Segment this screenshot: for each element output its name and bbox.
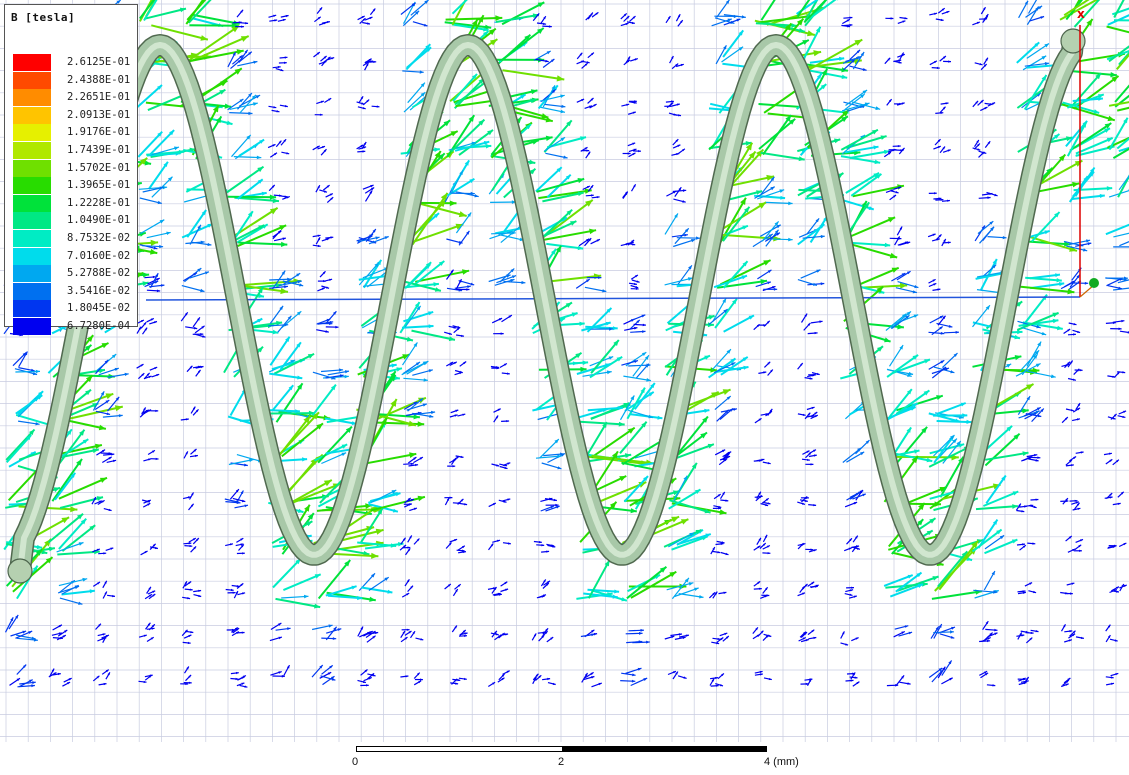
legend-value: 1.2228E-01 — [67, 196, 131, 209]
scale-bar-black-segment — [562, 746, 767, 752]
legend-swatch — [13, 177, 51, 195]
legend-value: 8.7532E-02 — [67, 232, 131, 244]
legend-swatch — [13, 318, 51, 335]
scale-label-2: 2 — [558, 756, 565, 768]
coil-end-right — [1060, 28, 1086, 54]
legend-value: 1.5702E-01 — [67, 161, 131, 174]
legend-value: 2.6125E-01 — [67, 56, 131, 68]
legend-value: 7.0160E-02 — [67, 249, 131, 262]
axis-triad: x — [1077, 7, 1099, 298]
legend-swatch — [13, 265, 51, 283]
helical-coil[interactable] — [9, 30, 1084, 582]
field-legend: B [tesla] 2.6125E-01 2.4388E-01 2.2651E-01… — [4, 4, 138, 335]
legend-swatch — [13, 106, 51, 124]
legend-value: 2.4388E-01 — [67, 73, 131, 86]
legend-swatch — [13, 300, 51, 318]
coil-end-left — [7, 558, 33, 584]
axis-origin-marker — [1089, 278, 1099, 288]
legend-swatch — [13, 54, 51, 71]
legend-title: B [tesla] — [11, 11, 76, 24]
legend-value: 3.5416E-02 — [67, 284, 131, 297]
legend-value: 1.0490E-01 — [67, 214, 131, 227]
scale-label-0: 0 — [352, 756, 359, 768]
legend-value: 1.9176E-01 — [67, 126, 131, 139]
scale-bar — [356, 746, 768, 752]
legend-swatch — [13, 124, 51, 142]
scale-label-4mm: 4 (mm) — [764, 756, 799, 768]
coil-terminals — [7, 28, 1086, 584]
legend-swatch — [13, 142, 51, 159]
legend-swatch — [13, 71, 51, 89]
legend-value: 1.8045E-02 — [67, 302, 131, 315]
legend-swatch — [13, 212, 51, 230]
legend-swatch — [13, 282, 51, 300]
legend-value: 2.2651E-01 — [67, 91, 131, 104]
legend-swatch — [13, 230, 51, 247]
legend-value: 2.0913E-01 — [67, 108, 131, 121]
legend-value: 1.7439E-01 — [67, 144, 131, 156]
legend-value: 1.3965E-01 — [67, 179, 131, 192]
legend-value: 6.7280E-04 — [67, 320, 131, 332]
legend-swatch — [13, 159, 51, 177]
horizontal-axis-line — [145, 296, 1081, 301]
legend-swatch — [13, 247, 51, 265]
legend-value: 5.2788E-02 — [67, 267, 131, 280]
axis-x-label: x — [1077, 7, 1085, 21]
legend-swatch — [13, 89, 51, 107]
scale-bar-white-segment — [356, 746, 563, 752]
legend-swatch — [13, 194, 51, 212]
